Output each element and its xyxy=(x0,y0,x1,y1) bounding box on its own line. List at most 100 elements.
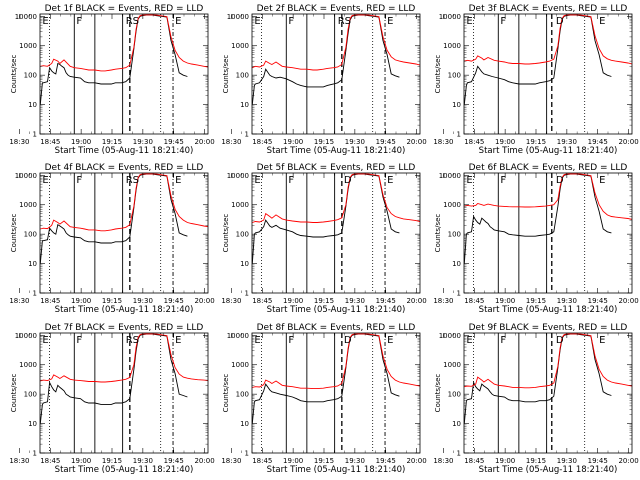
x-tick-label: 18:45 xyxy=(464,457,484,465)
marker-label: F xyxy=(288,175,294,186)
y-tick-label: 10000 xyxy=(439,172,461,180)
x-tick-label: 18:30 xyxy=(9,297,29,305)
y-tick-label: 100 xyxy=(236,231,249,239)
panel-6: Det 6f BLACK = Events, RED = LLD 1 10 100 10… xyxy=(433,163,638,315)
x-tick-label: 19:00 xyxy=(283,138,303,146)
marker-label: D xyxy=(556,175,564,186)
marker-label: E xyxy=(599,335,605,346)
y-tick-label: 1000 xyxy=(443,42,461,50)
marker-label: F xyxy=(288,16,294,27)
y-tick-label: 10000 xyxy=(15,332,37,340)
y-tick-label: 10 xyxy=(452,260,461,268)
x-tick-label: 19:15 xyxy=(102,297,122,305)
plot-area xyxy=(40,173,208,293)
x-tick-label: 19:30 xyxy=(557,138,577,146)
marker-label: E xyxy=(387,335,393,346)
x-tick-label: 20:00 xyxy=(406,297,426,305)
x-axis-label: Start Time (05-Aug-11 18:21:40) xyxy=(479,465,618,475)
x-tick-label: 19:30 xyxy=(133,457,153,465)
marker-label: RS xyxy=(338,16,351,27)
marker-label: E xyxy=(466,175,472,186)
plot-frame xyxy=(39,172,209,294)
x-axis-label: Start Time (05-Aug-11 18:21:40) xyxy=(267,465,406,475)
x-tick-label: 19:45 xyxy=(588,297,608,305)
series-lld-line xyxy=(464,333,632,389)
x-tick-label: 18:30 xyxy=(221,138,241,146)
x-tick-label: 18:30 xyxy=(433,297,453,305)
plot-frame xyxy=(39,13,209,135)
series-lld-line xyxy=(40,14,208,72)
marker-label: E xyxy=(254,16,260,27)
x-tick-label: 20:00 xyxy=(618,138,638,146)
y-axis-label: Counts/sec xyxy=(10,55,18,94)
plot-area xyxy=(40,14,208,134)
y-tick-label: 10000 xyxy=(439,13,461,21)
y-tick-label: 1 xyxy=(245,450,249,458)
x-axis-label: Start Time (05-Aug-11 18:21:40) xyxy=(55,305,194,315)
marker-label: E xyxy=(254,175,260,186)
x-tick-label: 19:00 xyxy=(283,297,303,305)
y-tick-label: 10 xyxy=(28,260,37,268)
y-tick-label: 100 xyxy=(24,231,37,239)
x-tick-label: 19:45 xyxy=(588,457,608,465)
marker-label: E xyxy=(599,16,605,27)
series-events-line xyxy=(464,333,612,424)
x-tick-label: 19:30 xyxy=(557,457,577,465)
x-axis-label: Start Time (05-Aug-11 18:21:40) xyxy=(267,146,406,156)
x-tick-label: 19:30 xyxy=(557,297,577,305)
x-tick-label: 18:45 xyxy=(40,457,60,465)
y-axis-label: Counts/sec xyxy=(434,374,442,413)
x-tick-label: 19:45 xyxy=(376,138,396,146)
series-events-line xyxy=(40,333,188,424)
x-tick-label: 20:00 xyxy=(194,457,214,465)
plot-area xyxy=(252,173,420,293)
x-tick-label: 18:45 xyxy=(252,138,272,146)
panel-title: Det 2f BLACK = Events, RED = LLD xyxy=(257,4,416,14)
series-lld-line xyxy=(40,173,208,232)
panel-4: Det 4f BLACK = Events, RED = LLD 1 10 100 10… xyxy=(9,163,214,315)
plot-area xyxy=(464,173,632,293)
plot-frame xyxy=(463,13,633,135)
y-tick-label: 10000 xyxy=(227,172,249,180)
y-tick-label: 1000 xyxy=(231,42,249,50)
y-tick-label: 10 xyxy=(452,101,461,109)
x-tick-label: 19:30 xyxy=(133,138,153,146)
x-tick-label: 19:45 xyxy=(164,138,184,146)
y-tick-label: 10 xyxy=(452,420,461,428)
x-tick-label: 18:45 xyxy=(464,138,484,146)
x-tick-label: 19:45 xyxy=(376,457,396,465)
y-tick-label: 1000 xyxy=(231,361,249,369)
marker-label: D xyxy=(556,335,564,346)
x-tick-label: 18:30 xyxy=(433,457,453,465)
marker-label: E xyxy=(466,335,472,346)
y-tick-label: 10 xyxy=(240,420,249,428)
x-tick-label: 18:30 xyxy=(9,457,29,465)
y-tick-label: 1000 xyxy=(443,361,461,369)
y-tick-label: 10000 xyxy=(439,332,461,340)
plot-frame xyxy=(463,332,633,454)
panel-title: Det 3f BLACK = Events, RED = LLD xyxy=(469,4,628,14)
marker-label: E xyxy=(42,16,48,27)
x-tick-label: 19:00 xyxy=(495,138,515,146)
x-tick-label: 19:15 xyxy=(102,138,122,146)
y-tick-label: 10000 xyxy=(15,172,37,180)
y-tick-label: 100 xyxy=(448,391,461,399)
y-tick-label: 100 xyxy=(236,391,249,399)
x-tick-label: 19:45 xyxy=(376,297,396,305)
marker-label: E xyxy=(175,16,181,27)
series-events-line xyxy=(40,14,188,105)
marker-label: E xyxy=(175,335,181,346)
x-axis-label: Start Time (05-Aug-11 18:21:40) xyxy=(55,146,194,156)
x-tick-label: 20:00 xyxy=(618,457,638,465)
series-events-line xyxy=(40,173,188,264)
marker-label: F xyxy=(76,16,82,27)
y-tick-label: 1 xyxy=(457,290,461,298)
panel-9: Det 9f BLACK = Events, RED = LLD 1 10 100 10… xyxy=(433,323,638,475)
marker-label: RS xyxy=(126,16,139,27)
panel-title: Det 5f BLACK = Events, RED = LLD xyxy=(257,163,416,173)
y-tick-label: 1000 xyxy=(443,201,461,209)
y-tick-label: 100 xyxy=(448,72,461,80)
x-axis-label: Start Time (05-Aug-11 18:21:40) xyxy=(479,146,618,156)
y-axis-label: Counts/sec xyxy=(434,55,442,94)
y-tick-label: 1000 xyxy=(19,201,37,209)
